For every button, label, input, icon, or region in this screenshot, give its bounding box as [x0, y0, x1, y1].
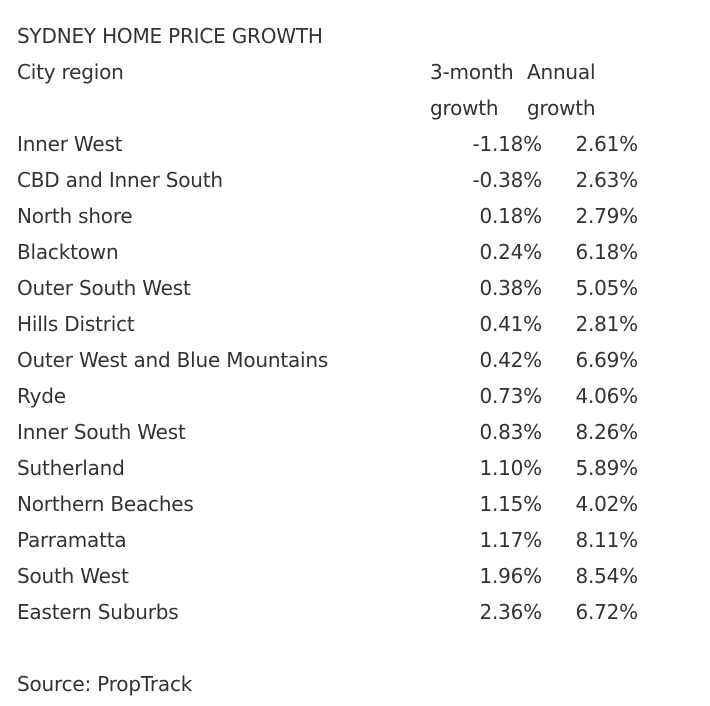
- annual-cell: 8.11%: [575, 528, 638, 552]
- three-month-cell: 0.41%: [479, 312, 542, 336]
- table-row: Ryde 0.73% 4.06%: [17, 378, 638, 414]
- header-annual: Annual: [527, 60, 596, 84]
- region-cell: Outer South West: [17, 276, 191, 300]
- region-cell: Northern Beaches: [17, 492, 194, 516]
- region-cell: Sutherland: [17, 456, 125, 480]
- region-cell: North shore: [17, 204, 133, 228]
- table-row: Outer West and Blue Mountains 0.42% 6.69%: [17, 342, 638, 378]
- table-row: North shore 0.18% 2.79%: [17, 198, 638, 234]
- region-cell: Hills District: [17, 312, 135, 336]
- annual-cell: 8.54%: [575, 564, 638, 588]
- three-month-cell: 1.15%: [479, 492, 542, 516]
- region-cell: Eastern Suburbs: [17, 600, 179, 624]
- three-month-cell: 1.10%: [479, 456, 542, 480]
- annual-cell: 5.05%: [575, 276, 638, 300]
- header-row: City region 3-month Annual: [17, 54, 637, 90]
- three-month-cell: 0.83%: [479, 420, 542, 444]
- three-month-cell: 0.38%: [479, 276, 542, 300]
- three-month-cell: 0.24%: [479, 240, 542, 264]
- table-row: Inner West -1.18% 2.61%: [17, 126, 638, 162]
- three-month-cell: 0.42%: [479, 348, 542, 372]
- annual-cell: 2.81%: [575, 312, 638, 336]
- region-cell: South West: [17, 564, 129, 588]
- table-row: Blacktown 0.24% 6.18%: [17, 234, 638, 270]
- annual-cell: 2.63%: [575, 168, 638, 192]
- annual-cell: 4.02%: [575, 492, 638, 516]
- annual-cell: 5.89%: [575, 456, 638, 480]
- annual-cell: 6.18%: [575, 240, 638, 264]
- three-month-cell: 0.73%: [479, 384, 542, 408]
- region-cell: Inner West: [17, 132, 123, 156]
- header-region: City region: [17, 60, 124, 84]
- three-month-cell: 0.18%: [479, 204, 542, 228]
- annual-cell: 2.61%: [575, 132, 638, 156]
- table-row: Inner South West 0.83% 8.26%: [17, 414, 638, 450]
- region-cell: CBD and Inner South: [17, 168, 223, 192]
- three-month-cell: 1.96%: [479, 564, 542, 588]
- source-note: Source: PropTrack: [17, 672, 193, 696]
- three-month-cell: -1.18%: [472, 132, 542, 156]
- header-row-2: growth growth: [17, 90, 637, 126]
- region-cell: Inner South West: [17, 420, 186, 444]
- table-row: Parramatta 1.17% 8.11%: [17, 522, 638, 558]
- table-row: CBD and Inner South -0.38% 2.63%: [17, 162, 638, 198]
- table-row: South West 1.96% 8.54%: [17, 558, 638, 594]
- annual-cell: 6.69%: [575, 348, 638, 372]
- annual-cell: 8.26%: [575, 420, 638, 444]
- header-3month: 3-month: [430, 60, 514, 84]
- region-cell: Blacktown: [17, 240, 119, 264]
- region-cell: Outer West and Blue Mountains: [17, 348, 329, 372]
- region-cell: Parramatta: [17, 528, 127, 552]
- region-cell: Ryde: [17, 384, 66, 408]
- table-row: Hills District 0.41% 2.81%: [17, 306, 638, 342]
- annual-cell: 6.72%: [575, 600, 638, 624]
- table-title: SYDNEY HOME PRICE GROWTH: [17, 24, 323, 48]
- table-row: Outer South West 0.38% 5.05%: [17, 270, 638, 306]
- header-3month-line2: growth: [430, 96, 499, 120]
- annual-cell: 2.79%: [575, 204, 638, 228]
- header-annual-line2: growth: [527, 96, 596, 120]
- three-month-cell: 2.36%: [479, 600, 542, 624]
- table-row: Eastern Suburbs 2.36% 6.72%: [17, 594, 638, 630]
- table-row: Northern Beaches 1.15% 4.02%: [17, 486, 638, 522]
- three-month-cell: -0.38%: [472, 168, 542, 192]
- table-row: Sutherland 1.10% 5.89%: [17, 450, 638, 486]
- three-month-cell: 1.17%: [479, 528, 542, 552]
- annual-cell: 4.06%: [575, 384, 638, 408]
